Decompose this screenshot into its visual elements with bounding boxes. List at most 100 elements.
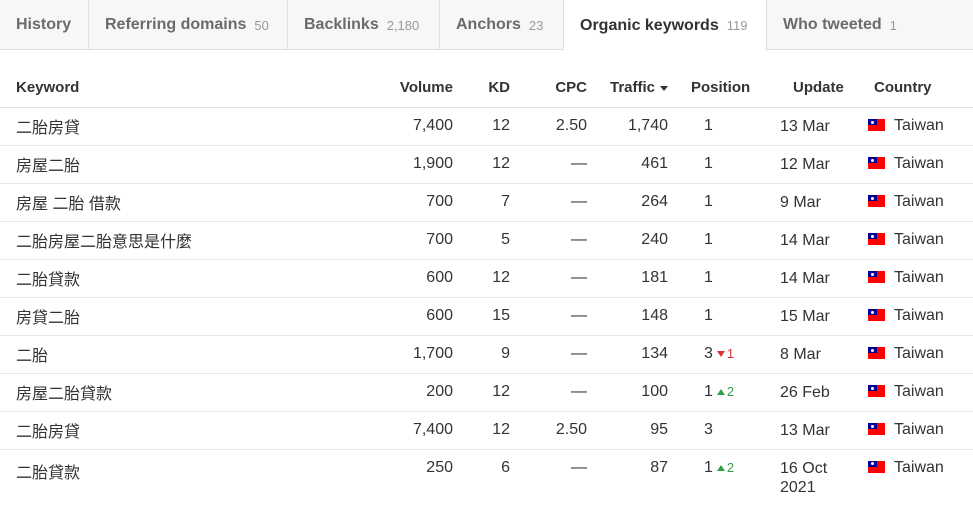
update-cell: 12 Mar — [750, 145, 851, 184]
country-cell: Taiwan — [851, 411, 973, 450]
update-date: 15 Mar — [780, 307, 830, 325]
tab-label: Organic keywords — [580, 16, 719, 34]
update-date: 16 Oct 2021 — [780, 459, 828, 496]
column-header-traffic[interactable]: Traffic — [587, 69, 668, 108]
position-value: 1 — [704, 231, 713, 248]
taiwan-flag-icon — [868, 309, 885, 321]
position-value: 1 — [704, 269, 713, 286]
tab-bar: History Referring domains 50 Backlinks 2… — [0, 0, 973, 51]
country-cell: Taiwan — [851, 297, 973, 336]
table-header-row: Keyword Volume KD CPC Traffic Position U… — [0, 69, 973, 108]
keyword-link[interactable]: 房屋二胎 — [0, 145, 360, 184]
tab-referring-domains[interactable]: Referring domains 50 — [89, 0, 288, 50]
kd-cell: 15 — [453, 297, 510, 336]
column-header-country[interactable]: Country — [851, 69, 973, 108]
table-row: 房屋二胎貸款 200 12—100 1 2 26 Feb Taiwan — [0, 373, 973, 412]
tab-label: Anchors — [456, 16, 521, 33]
tab-who-tweeted[interactable]: Who tweeted 1 — [767, 0, 927, 50]
update-cell: 26 Feb — [750, 373, 851, 412]
kd-cell: 9 — [453, 335, 510, 374]
position-value: 1 — [704, 458, 713, 476]
country-name: Taiwan — [894, 193, 944, 210]
position-change-value: 2 — [726, 384, 735, 399]
country-cell: Taiwan — [851, 259, 973, 298]
taiwan-flag-icon — [868, 460, 885, 473]
country-name: Taiwan — [894, 269, 944, 286]
taiwan-flag-icon — [868, 157, 885, 169]
tab-backlinks[interactable]: Backlinks 2,180 — [288, 0, 440, 50]
keyword-link[interactable]: 二胎貸款 — [0, 259, 360, 298]
cpc-cell: — — [510, 183, 587, 222]
keyword-link[interactable]: 二胎房屋二胎意思是什麼 — [0, 221, 360, 260]
column-header-volume[interactable]: Volume — [360, 69, 453, 108]
keyword-link[interactable]: 房貸二胎 — [0, 297, 360, 336]
keyword-link[interactable]: 二胎 — [0, 335, 360, 374]
keyword-link[interactable]: 二胎房貸 — [0, 411, 360, 450]
country-name: Taiwan — [894, 231, 944, 248]
traffic-cell: 264 — [587, 183, 668, 222]
update-cell: 15 Mar — [750, 297, 851, 336]
country-cell: Taiwan — [851, 107, 973, 146]
kd-cell: 7 — [453, 183, 510, 222]
position-value: 1 — [704, 155, 713, 172]
column-header-keyword[interactable]: Keyword — [0, 69, 360, 108]
keyword-link[interactable]: 二胎貸款 — [16, 464, 81, 482]
update-date: 26 Feb — [780, 383, 830, 401]
country-cell: Taiwan — [851, 449, 973, 497]
keyword-link[interactable]: 房屋 二胎 借款 — [0, 183, 360, 222]
tab-organic-keywords[interactable]: Organic keywords 119 — [564, 0, 767, 51]
keyword-link[interactable]: 房屋二胎貸款 — [0, 373, 360, 412]
traffic-cell: 100 — [587, 373, 668, 412]
update-cell: 8 Mar — [750, 335, 851, 374]
keyword-link[interactable]: 二胎房貸 — [0, 107, 360, 146]
cpc-cell: 2.50 — [510, 411, 587, 450]
position-change: 2 — [716, 384, 735, 399]
tab-count: 2,180 — [386, 17, 420, 33]
tab-history[interactable]: History — [0, 0, 89, 50]
volume-cell: 7,400 — [360, 411, 453, 450]
traffic-header-label: Traffic — [609, 79, 655, 97]
country-cell: Taiwan — [851, 335, 973, 374]
kd-cell: 12 — [453, 411, 510, 450]
position-cell: 1 — [668, 183, 750, 222]
tab-label: Referring domains — [105, 16, 247, 33]
position-cell: 1 — [668, 107, 750, 146]
traffic-cell: 461 — [587, 145, 668, 184]
traffic-cell: 148 — [587, 297, 668, 336]
column-header-update[interactable]: Update — [750, 69, 851, 108]
table-row: 二胎房屋二胎意思是什麼 700 5—240 1 14 Mar Taiwan — [0, 221, 973, 260]
column-header-position[interactable]: Position — [668, 69, 750, 108]
organic-keywords-table: Keyword Volume KD CPC Traffic Position U… — [0, 69, 973, 497]
cpc-cell: — — [571, 458, 587, 476]
country-cell: Taiwan — [851, 221, 973, 260]
tab-count: 1 — [889, 17, 897, 33]
column-header-kd[interactable]: KD — [453, 69, 510, 108]
cpc-cell: — — [510, 373, 587, 412]
column-header-cpc[interactable]: CPC — [510, 69, 587, 108]
country-name: Taiwan — [894, 458, 944, 476]
table-row: 二胎貸款 600 12—181 1 14 Mar Taiwan — [0, 259, 973, 298]
update-date: 9 Mar — [780, 193, 821, 211]
traffic-cell: 1,740 — [587, 107, 668, 146]
table-row: 二胎房貸 7,400 12 2.50 1,740 1 13 Mar Taiwan — [0, 107, 973, 146]
update-cell: 9 Mar — [750, 183, 851, 222]
volume-cell: 1,700 — [360, 335, 453, 374]
country-name: Taiwan — [894, 383, 944, 400]
update-date: 14 Mar — [780, 231, 830, 249]
position-cell: 1 — [668, 259, 750, 298]
update-date: 13 Mar — [780, 421, 830, 439]
country-name: Taiwan — [894, 117, 944, 134]
update-cell: 14 Mar — [750, 259, 851, 298]
traffic-cell: 87 — [650, 458, 668, 476]
taiwan-flag-icon — [868, 233, 885, 245]
position-value: 3 — [704, 421, 713, 438]
taiwan-flag-icon — [868, 119, 885, 131]
position-change-value: 1 — [726, 346, 735, 361]
volume-cell: 600 — [360, 297, 453, 336]
kd-cell: 12 — [453, 373, 510, 412]
table-row: 房屋二胎 1,900 12—461 1 12 Mar Taiwan — [0, 145, 973, 184]
kd-cell: 12 — [453, 259, 510, 298]
table-row: 二胎房貸 7,400 12 2.50 95 3 13 Mar Taiwan — [0, 411, 973, 450]
tab-anchors[interactable]: Anchors 23 — [440, 0, 564, 50]
tab-label: History — [16, 16, 72, 33]
